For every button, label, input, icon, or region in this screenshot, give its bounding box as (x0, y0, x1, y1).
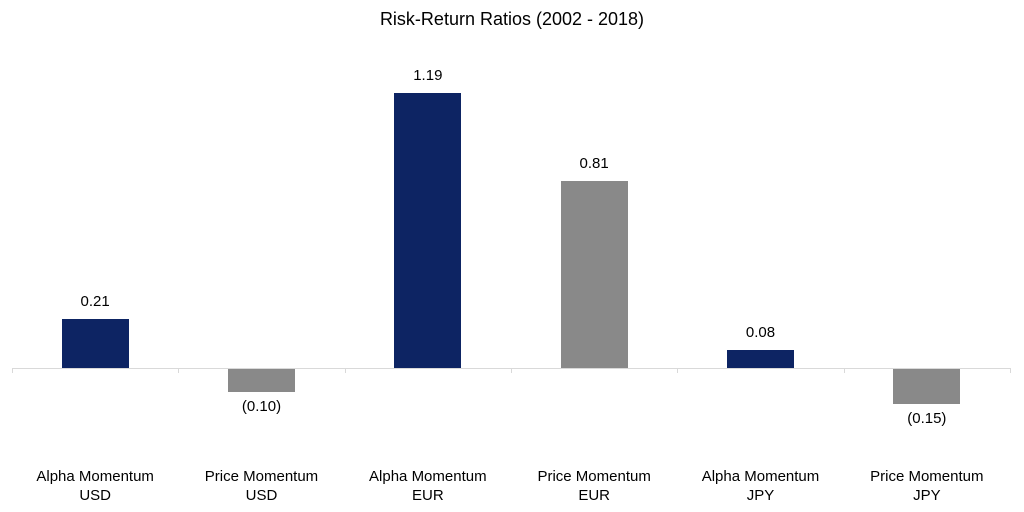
bar-value-label: (0.15) (907, 409, 947, 427)
chart-title: Risk-Return Ratios (2002 - 2018) (379, 9, 645, 29)
bar-value-label: 1.19 (413, 67, 443, 85)
bar-value-label: (0.10) (241, 398, 282, 416)
axis-tick (344, 368, 346, 373)
category-label: Price Momentum USD (204, 468, 319, 504)
bar (228, 369, 295, 393)
bar-value-label: 0.21 (80, 293, 110, 311)
category-label: Alpha Momentum JPY (701, 468, 820, 504)
axis-tick (178, 368, 180, 373)
category-label: Price Momentum JPY (870, 468, 984, 504)
axis-tick (1010, 368, 1011, 373)
category-label: Alpha Momentum USD (36, 468, 154, 504)
bar-value-label: 0.81 (579, 154, 609, 172)
category-label: Price Momentum EUR (537, 468, 651, 504)
axis-tick (677, 368, 679, 373)
bar (61, 319, 129, 368)
category-label: Alpha Momentum EUR (369, 468, 487, 504)
axis-tick (843, 368, 845, 373)
axis-tick (12, 368, 13, 373)
bar (560, 180, 628, 368)
bar (394, 93, 462, 368)
bar (727, 349, 794, 368)
bar-value-label: 0.08 (745, 323, 776, 341)
axis-tick (511, 368, 512, 373)
bar (893, 369, 961, 404)
